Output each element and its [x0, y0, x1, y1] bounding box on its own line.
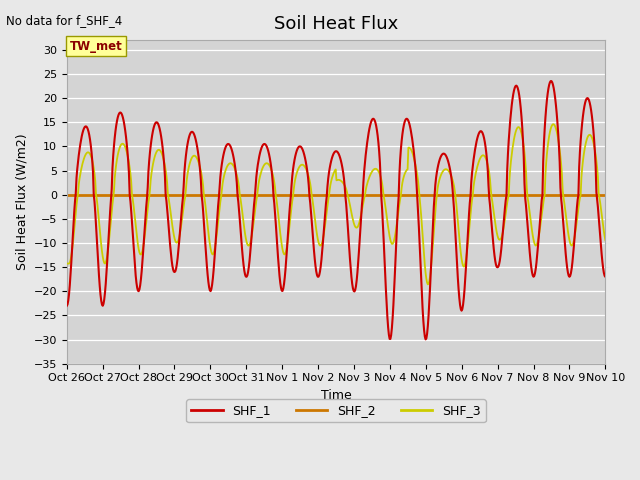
Legend: SHF_1, SHF_2, SHF_3: SHF_1, SHF_2, SHF_3: [186, 399, 486, 422]
Text: No data for f_SHF_4: No data for f_SHF_4: [6, 14, 123, 27]
X-axis label: Time: Time: [321, 389, 351, 402]
Y-axis label: Soil Heat Flux (W/m2): Soil Heat Flux (W/m2): [15, 133, 28, 270]
Text: TW_met: TW_met: [70, 40, 122, 53]
Title: Soil Heat Flux: Soil Heat Flux: [274, 15, 398, 33]
